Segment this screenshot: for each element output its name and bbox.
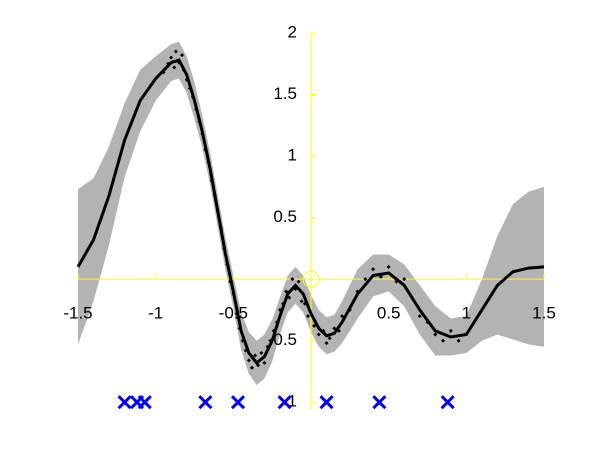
training-input [440, 395, 455, 410]
sample-point [371, 267, 376, 272]
sample-point [386, 264, 391, 269]
y-tick-label: 0.5 [273, 207, 297, 226]
sample-point [246, 358, 251, 363]
sample-point [299, 299, 304, 304]
mean-line [76, 58, 545, 365]
sample-point [169, 55, 174, 60]
sample-point [172, 65, 177, 70]
x-tick-label: -1 [148, 304, 163, 323]
sample-point [316, 332, 321, 337]
training-input [230, 395, 246, 410]
training-input [117, 395, 132, 410]
sample-point [249, 365, 254, 370]
training-input [198, 395, 213, 410]
confidence-band [78, 41, 544, 385]
sample-point [173, 49, 178, 54]
x-tick-label: -0.5 [219, 304, 248, 323]
sample-point [296, 279, 301, 284]
x-tick-label: 0.5 [377, 304, 401, 323]
sample-point [417, 314, 422, 319]
sample-point [340, 314, 345, 319]
training-input [277, 395, 292, 410]
y-tick-label: 1 [288, 146, 297, 165]
sample-point [305, 314, 310, 319]
sample-point [402, 277, 407, 282]
sample-point [324, 341, 329, 346]
training-input [137, 395, 152, 410]
sample-point [180, 53, 185, 58]
x-tick-label: 1.5 [532, 304, 556, 323]
sample-point [433, 332, 438, 337]
y-tick-label: 1.5 [273, 84, 297, 103]
sample-point [363, 277, 368, 282]
sample-point [253, 353, 258, 358]
sample-point [441, 338, 446, 343]
sample-point [290, 277, 295, 282]
sample-point [262, 360, 267, 365]
training-input [372, 395, 387, 410]
origin-marker [302, 270, 320, 288]
sample-point [448, 328, 453, 333]
x-tick-label: 1 [462, 304, 471, 323]
training-input [319, 395, 334, 410]
y-tick-label: -1 [282, 392, 297, 411]
sample-point [327, 336, 332, 341]
sample-point [456, 338, 461, 343]
x-tick-label: -1.5 [63, 304, 92, 323]
sample-point [312, 323, 317, 328]
y-tick-label: 2 [288, 22, 297, 41]
sample-point [259, 351, 264, 355]
